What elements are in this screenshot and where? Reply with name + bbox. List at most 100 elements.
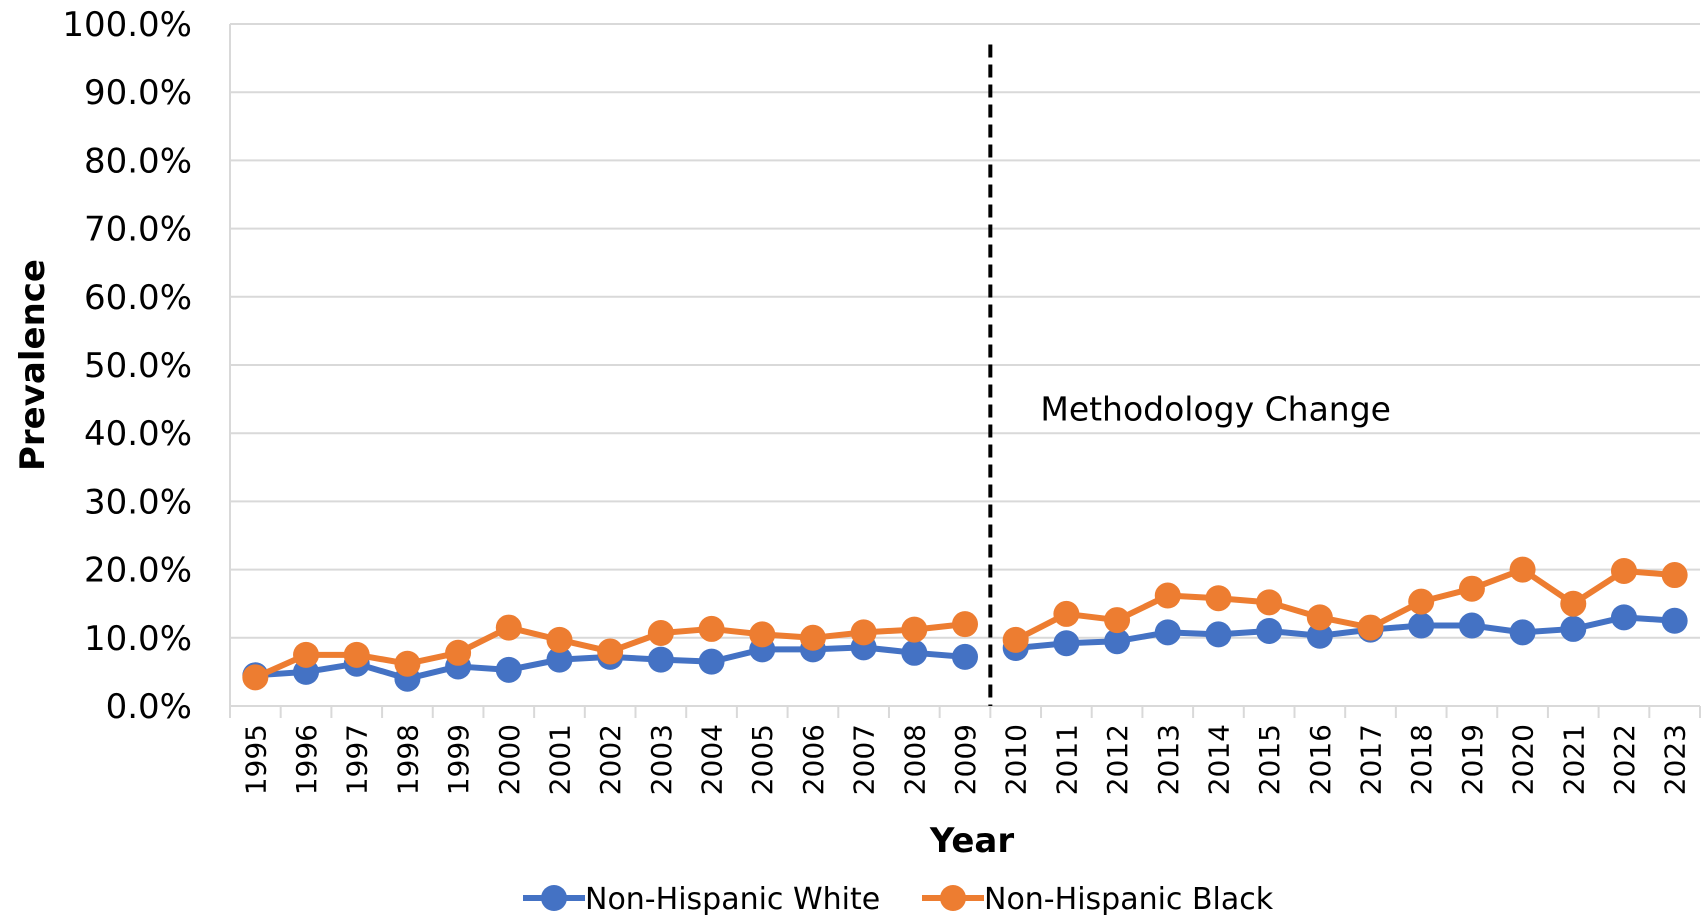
data-point [495, 614, 522, 641]
x-tick-label: 2001 [543, 724, 576, 795]
y-tick-label: 0.0% [106, 687, 192, 727]
data-point [1154, 619, 1181, 646]
data-point [1104, 628, 1131, 655]
data-point [242, 664, 269, 691]
x-tick-label: 2021 [1557, 724, 1590, 795]
data-point [1509, 619, 1536, 646]
y-tick-label: 50.0% [84, 346, 192, 386]
x-tick-label: 2005 [746, 724, 779, 795]
y-tick-label: 70.0% [84, 210, 192, 250]
data-point [1458, 612, 1485, 639]
x-tick-label: 2017 [1355, 724, 1388, 795]
x-tick-label: 2009 [949, 724, 982, 795]
x-tick-label: 2013 [1152, 724, 1185, 795]
data-point [1560, 615, 1587, 642]
x-axis-title: Year [929, 821, 1015, 861]
x-tick-label: 2007 [848, 724, 881, 795]
x-tick-label: 2006 [797, 724, 830, 795]
data-point [1306, 604, 1333, 631]
data-point [1053, 600, 1080, 627]
y-tick-label: 40.0% [84, 414, 192, 454]
data-point [1560, 590, 1587, 617]
data-point [1610, 557, 1637, 584]
data-point [647, 620, 674, 647]
data-point [1408, 612, 1435, 639]
y-tick-label: 60.0% [84, 278, 192, 318]
x-tick-label: 2015 [1253, 724, 1286, 795]
data-point [293, 641, 320, 668]
data-point [1408, 588, 1435, 615]
x-tick-label: 1996 [290, 724, 323, 795]
x-tick-label: 2023 [1659, 724, 1692, 795]
data-point [1256, 589, 1283, 616]
x-tick-label: 2011 [1050, 724, 1083, 795]
x-tick-label: 2002 [594, 724, 627, 795]
data-point [1661, 607, 1688, 634]
data-point [698, 615, 725, 642]
data-point [647, 646, 674, 673]
x-tick-label: 1999 [442, 724, 475, 795]
series-layer [242, 556, 1688, 692]
data-point [1053, 630, 1080, 657]
y-axis-ticks: 0.0% 10.0% 20.0% 30.0% 40.0% 50.0% 60.0% 70.0% 8… [62, 5, 192, 727]
y-tick-label: 100.0% [62, 5, 192, 45]
y-tick-label: 20.0% [84, 551, 192, 591]
data-point [952, 643, 978, 670]
x-tick-label: 2010 [1000, 724, 1033, 795]
data-point [1104, 607, 1131, 634]
data-point [952, 611, 978, 638]
x-tick-label: 2018 [1405, 724, 1438, 795]
y-tick-label: 90.0% [84, 73, 192, 113]
x-tick-label: 2004 [696, 724, 729, 795]
data-point [850, 619, 877, 646]
data-point [1002, 626, 1029, 653]
data-point [1610, 604, 1637, 631]
y-tick-label: 10.0% [84, 619, 192, 659]
x-tick-label: 2019 [1456, 724, 1489, 795]
x-tick-label: 2008 [898, 724, 931, 795]
data-point [546, 626, 573, 653]
data-point [597, 638, 624, 665]
y-axis-title: Prevalence [13, 259, 53, 471]
x-tick-label: 2016 [1304, 724, 1337, 795]
x-tick-label: 2012 [1101, 724, 1134, 795]
data-point [495, 656, 522, 683]
legend-item: Non-Hispanic Black [922, 882, 1274, 915]
data-point [343, 641, 370, 668]
data-point [394, 650, 421, 677]
x-tick-label: 2022 [1608, 724, 1641, 795]
x-tick-label: 2020 [1507, 724, 1540, 795]
data-point [1357, 614, 1384, 641]
data-point [698, 648, 725, 675]
x-tick-label: 1995 [239, 724, 272, 795]
data-point [1205, 621, 1232, 648]
legend-marker [940, 885, 966, 911]
legend: Non-Hispanic White Non-Hispanic Black [523, 882, 1274, 915]
x-tick-label: 1997 [341, 724, 374, 795]
legend-label: Non-Hispanic Black [984, 882, 1274, 915]
data-point [445, 639, 472, 666]
legend-item: Non-Hispanic White [523, 882, 880, 915]
y-tick-label: 80.0% [84, 141, 192, 181]
data-point [1509, 556, 1536, 583]
data-point [1306, 622, 1333, 649]
data-point [901, 639, 928, 666]
data-point [1661, 562, 1688, 589]
x-tick-label: 2000 [493, 724, 526, 795]
data-point [1154, 582, 1181, 609]
gridlines [230, 23, 1700, 639]
y-tick-label: 30.0% [84, 482, 192, 522]
x-tick-label: 2003 [645, 724, 678, 795]
data-point [1458, 575, 1485, 602]
data-point [799, 624, 826, 651]
legend-label: Non-Hispanic White [585, 882, 880, 915]
x-tick-label: 1998 [391, 724, 424, 795]
data-point [546, 646, 573, 673]
data-point [749, 621, 776, 648]
legend-marker [541, 885, 567, 911]
series-1 [242, 556, 1688, 691]
data-point [901, 616, 928, 643]
x-tick-label: 2014 [1202, 724, 1235, 795]
data-point [1205, 585, 1232, 612]
